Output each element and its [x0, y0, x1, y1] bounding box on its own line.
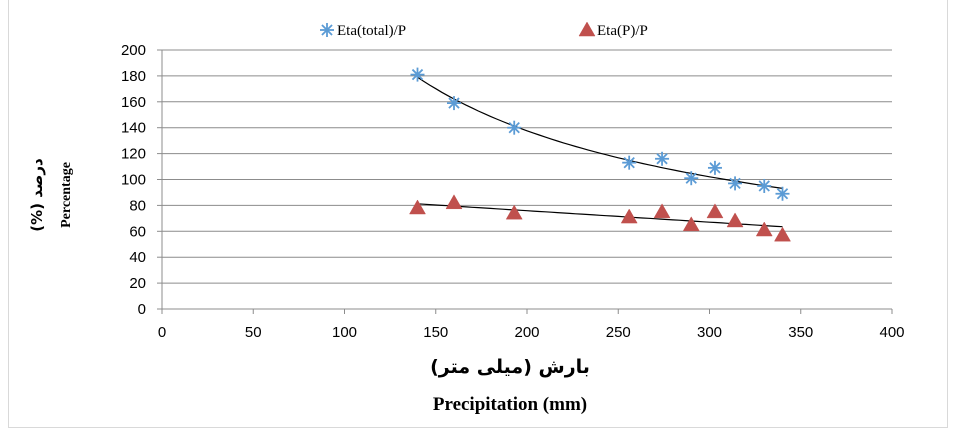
y-tick-label-100: 100 [121, 172, 146, 189]
x-tick-label-350: 350 [788, 324, 813, 341]
point-series-1-0 [409, 199, 426, 215]
point-series-0-0-stroke-3 [411, 68, 424, 81]
point-series-1-7 [726, 212, 744, 228]
legend-marker-0 [320, 23, 334, 37]
legend-label-0: Eta(total)/P [337, 23, 406, 39]
y-tick-label-20: 20 [129, 275, 146, 292]
point-series-0-1 [447, 96, 461, 111]
y-tick-label-120: 120 [121, 146, 146, 163]
y-tick-label-40: 40 [129, 249, 146, 266]
y-tick-label-0: 0 [138, 301, 146, 318]
y-tick-label-180: 180 [121, 68, 146, 85]
x-axis-title-persian: بارش (میلی متر) [430, 356, 590, 378]
x-tick-label-50: 50 [245, 324, 262, 341]
point-series-0-9 [775, 186, 790, 201]
chart-frame [8, 0, 948, 428]
point-series-0-8 [757, 178, 772, 193]
x-tick-label-0: 0 [158, 324, 166, 341]
axes [157, 49, 893, 314]
point-series-1-1 [445, 194, 463, 210]
y-tick-label-140: 140 [121, 120, 146, 137]
point-series-0-8-stroke-3 [758, 180, 770, 192]
point-series-1-4 [653, 203, 671, 219]
point-series-0-2-stroke-3 [508, 122, 520, 134]
y-tick-labels: 0 20 40 60 80 100 120 140 160 180 200 [121, 42, 146, 318]
y-axis-title-persian: درصد (%) [28, 158, 46, 232]
y-axis-title-english: Percentage [59, 162, 74, 228]
point-series-0-2 [507, 120, 522, 135]
point-series-1-5 [682, 216, 700, 232]
trendline-series-0 [417, 76, 783, 189]
point-series-0-7-stroke-3 [729, 177, 741, 190]
point-series-0-7 [728, 176, 743, 191]
legend: Eta(total)/P Eta(P)/P [320, 21, 648, 39]
point-series-0-5-stroke-3 [685, 172, 697, 184]
point-series-0-6 [707, 160, 722, 175]
point-series-1-9 [774, 226, 791, 242]
x-tick-label-300: 300 [697, 324, 722, 341]
point-series-1-8 [755, 221, 773, 237]
point-series-0-3 [622, 155, 637, 170]
legend-marker-1 [578, 21, 596, 37]
x-tick-label-250: 250 [606, 324, 631, 341]
y-tick-label-160: 160 [121, 94, 146, 111]
legend-label-1: Eta(P)/P [597, 23, 648, 39]
x-tick-label-150: 150 [423, 324, 448, 341]
point-series-0-1-stroke-3 [448, 97, 460, 109]
trendline-series-1 [417, 203, 783, 228]
point-series-1-2 [505, 204, 523, 220]
x-tick-labels: 0 50 100 150 200 250 300 350 400 [158, 324, 905, 341]
y-tick-label-80: 80 [129, 197, 146, 214]
y-tick-label-200: 200 [121, 42, 146, 59]
legend-marker-0-stroke-3 [321, 24, 333, 36]
y-tick-label-60: 60 [129, 223, 146, 240]
data-points [409, 67, 791, 242]
point-series-1-6 [706, 203, 724, 219]
x-tick-label-200: 200 [514, 324, 539, 341]
y-axis-title-en-group: Percentage [59, 162, 74, 228]
x-tick-label-400: 400 [879, 324, 904, 341]
point-series-0-5 [684, 171, 699, 186]
point-series-0-4 [655, 151, 670, 166]
x-tick-label-100: 100 [332, 324, 357, 341]
point-series-0-9-stroke-3 [776, 188, 789, 200]
y-axis-title: درصد (%) [28, 158, 46, 232]
point-series-0-6-stroke-3 [709, 162, 721, 174]
point-series-0-4-stroke-3 [656, 153, 668, 165]
grid-lines [162, 49, 892, 284]
point-series-0-3-stroke-3 [623, 156, 635, 169]
trendlines [417, 76, 783, 228]
x-axis-title-english: Precipitation (mm) [433, 394, 587, 415]
point-series-1-3 [620, 208, 638, 224]
point-series-0-0 [410, 67, 425, 82]
